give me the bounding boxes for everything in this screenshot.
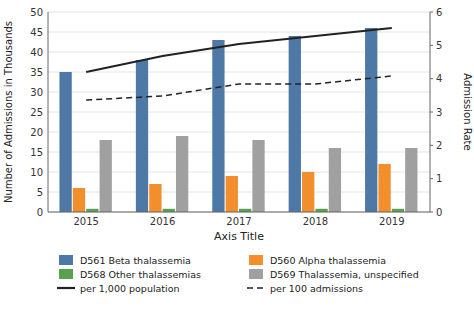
legend-label: per 1,000 population bbox=[80, 283, 180, 294]
bar bbox=[149, 184, 161, 212]
legend: D561 Beta thalassemia D560 Alpha thalasse… bbox=[57, 255, 419, 294]
x-axis bbox=[48, 212, 430, 213]
y2-tick-label: 6 bbox=[436, 7, 442, 18]
y2-tick-label: 3 bbox=[436, 107, 442, 118]
chart: 0510152025303540455001234562015201620172… bbox=[0, 0, 474, 312]
y2-tick-label: 5 bbox=[436, 40, 442, 51]
bar bbox=[73, 188, 85, 212]
bar bbox=[405, 148, 417, 212]
x-tick-label: 2019 bbox=[379, 216, 404, 227]
legend-swatch bbox=[59, 269, 73, 279]
bar bbox=[212, 40, 224, 212]
bar bbox=[59, 72, 71, 212]
x-tick-label: 2017 bbox=[226, 216, 251, 227]
x-tick-label: 2015 bbox=[73, 216, 98, 227]
plot-area bbox=[59, 28, 417, 212]
line bbox=[86, 28, 392, 72]
legend-label: D568 Other thalassemias bbox=[80, 269, 201, 280]
y2-axis bbox=[430, 12, 431, 212]
legend-label: D561 Beta thalassemia bbox=[80, 255, 191, 266]
y2-tick-label: 0 bbox=[436, 207, 442, 218]
bar bbox=[302, 172, 314, 212]
y2-tick-label: 1 bbox=[436, 173, 442, 184]
legend-swatch bbox=[249, 269, 263, 279]
legend-swatch bbox=[59, 255, 73, 265]
y2-tick-label: 4 bbox=[436, 73, 442, 84]
y-tick-label: 35 bbox=[30, 67, 43, 78]
legend-swatch bbox=[247, 287, 265, 289]
y-tick-label: 50 bbox=[30, 7, 43, 18]
bar bbox=[226, 176, 238, 212]
y-tick-label: 30 bbox=[30, 87, 43, 98]
x-tick-label: 2018 bbox=[303, 216, 328, 227]
legend-label: D560 Alpha thalassemia bbox=[270, 255, 386, 266]
bar bbox=[252, 140, 264, 212]
y-tick-label: 45 bbox=[30, 27, 43, 38]
legend-label: D569 Thalassemia, unspecified bbox=[270, 269, 419, 280]
y-axis bbox=[48, 12, 49, 212]
bar bbox=[100, 140, 112, 212]
y-axis-title: Number of Admissions in Thousands bbox=[3, 21, 14, 203]
y-tick-label: 0 bbox=[37, 207, 43, 218]
bar bbox=[136, 60, 148, 212]
legend-swatch bbox=[57, 287, 75, 289]
y-tick-label: 15 bbox=[30, 147, 43, 158]
x-axis-title: Axis Title bbox=[214, 230, 264, 243]
bar bbox=[289, 36, 301, 212]
bar bbox=[329, 148, 341, 212]
grid-line bbox=[48, 12, 430, 13]
y-tick-label: 10 bbox=[30, 167, 43, 178]
bar bbox=[176, 136, 188, 212]
x-tick-label: 2016 bbox=[150, 216, 175, 227]
bar bbox=[378, 164, 390, 212]
y-tick-label: 20 bbox=[30, 127, 43, 138]
legend-label: per 100 admissions bbox=[270, 283, 363, 294]
y-tick-label: 25 bbox=[30, 107, 43, 118]
line bbox=[86, 76, 392, 100]
grid-line bbox=[48, 212, 430, 213]
bar bbox=[365, 28, 377, 212]
y2-axis-title: Admission Rate bbox=[462, 73, 473, 150]
y2-tick-label: 2 bbox=[436, 140, 442, 151]
y-tick-label: 5 bbox=[37, 187, 43, 198]
legend-swatch bbox=[249, 255, 263, 265]
y-tick-label: 40 bbox=[30, 47, 43, 58]
